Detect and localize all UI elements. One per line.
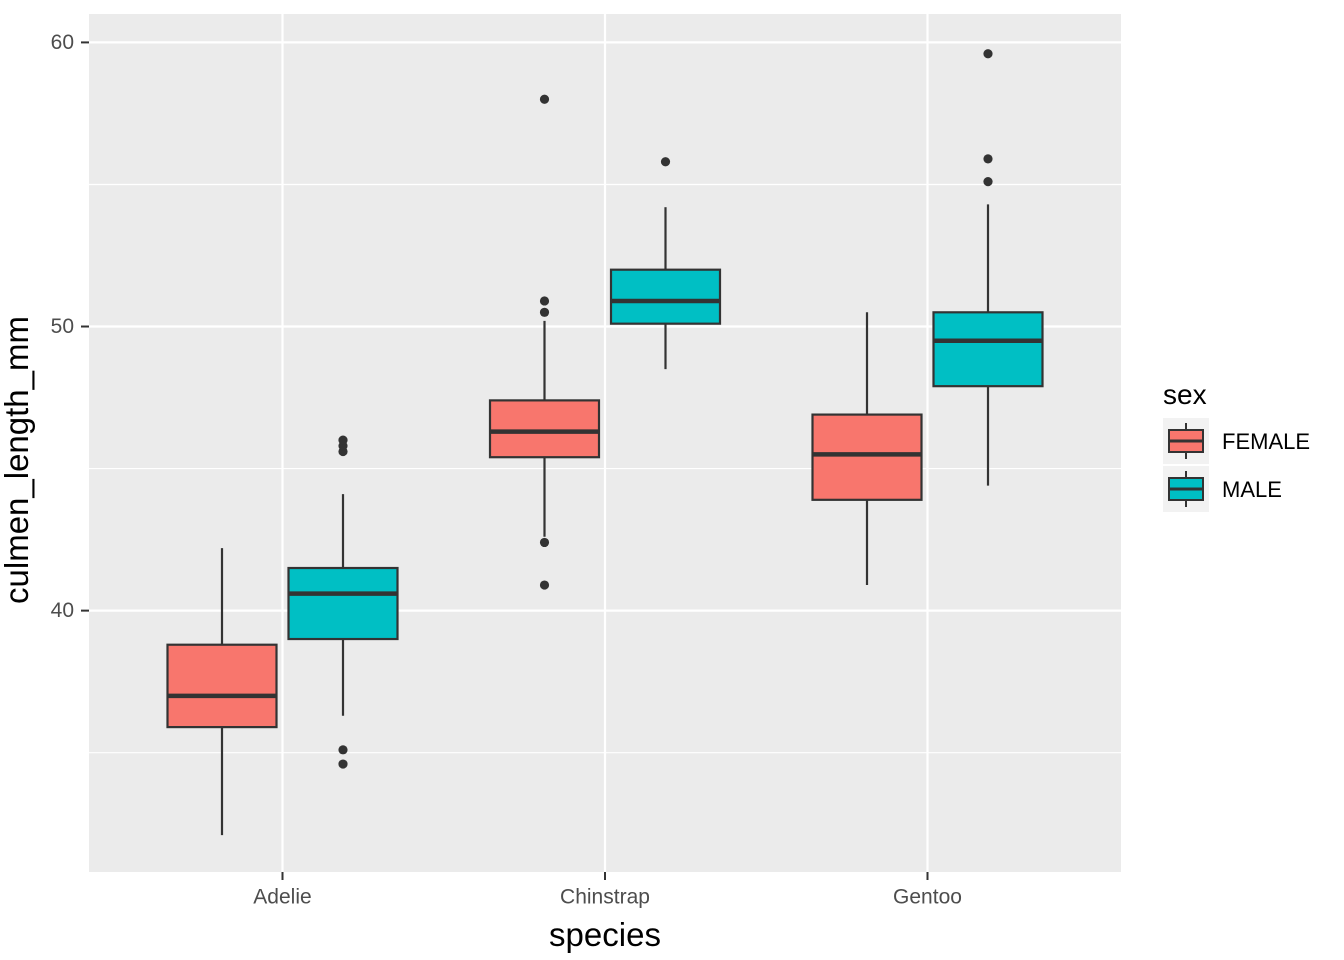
boxplot-male-gentoo bbox=[932, 49, 1044, 486]
outlier-point bbox=[983, 49, 993, 59]
boxplot-female-chinstrap bbox=[488, 94, 601, 590]
outlier-point bbox=[539, 580, 550, 590]
iqr-box bbox=[609, 268, 722, 325]
legend-key-female bbox=[1163, 418, 1209, 464]
outlier-point bbox=[983, 177, 993, 187]
iqr-box bbox=[932, 311, 1044, 388]
legend: sex FEMALE MALE bbox=[1163, 379, 1310, 512]
iqr-box bbox=[811, 413, 923, 501]
outlier-point bbox=[539, 296, 550, 306]
legend-label-female: FEMALE bbox=[1222, 429, 1310, 454]
boxplot-male-chinstrap bbox=[609, 157, 722, 370]
outlier-point bbox=[539, 307, 550, 317]
x-axis-title: species bbox=[549, 916, 661, 953]
y-tick-label: 60 bbox=[51, 31, 74, 54]
legend-keys-layer bbox=[1163, 418, 1209, 512]
outlier-point bbox=[338, 745, 348, 755]
y-axis-title: culmen_length_mm bbox=[0, 316, 35, 604]
iqr-box bbox=[287, 566, 399, 641]
x-tick-label-gentoo: Gentoo bbox=[893, 886, 962, 909]
legend-title: sex bbox=[1163, 379, 1207, 410]
boxplot-female-adelie bbox=[166, 548, 278, 836]
outlier-point bbox=[660, 157, 671, 167]
iqr-box bbox=[488, 399, 601, 459]
outlier-point bbox=[539, 537, 550, 548]
outlier-point bbox=[338, 435, 348, 445]
outlier-point bbox=[539, 94, 550, 104]
y-tick-label: 40 bbox=[51, 599, 74, 622]
x-tick-label-adelie: Adelie bbox=[253, 886, 311, 909]
outlier-point bbox=[338, 759, 348, 769]
x-tick-label-chinstrap: Chinstrap bbox=[560, 886, 650, 909]
y-tick-label: 50 bbox=[51, 315, 74, 338]
legend-key-male bbox=[1163, 466, 1209, 512]
plot-area-layer: 40 50 60 Adelie Chinstrap Gentoo bbox=[51, 14, 1121, 909]
boxplot-female-gentoo bbox=[811, 312, 923, 586]
legend-label-male: MALE bbox=[1222, 477, 1282, 502]
boxplot-male-adelie bbox=[287, 435, 399, 769]
iqr-box bbox=[166, 643, 278, 729]
outlier-point bbox=[983, 154, 993, 164]
